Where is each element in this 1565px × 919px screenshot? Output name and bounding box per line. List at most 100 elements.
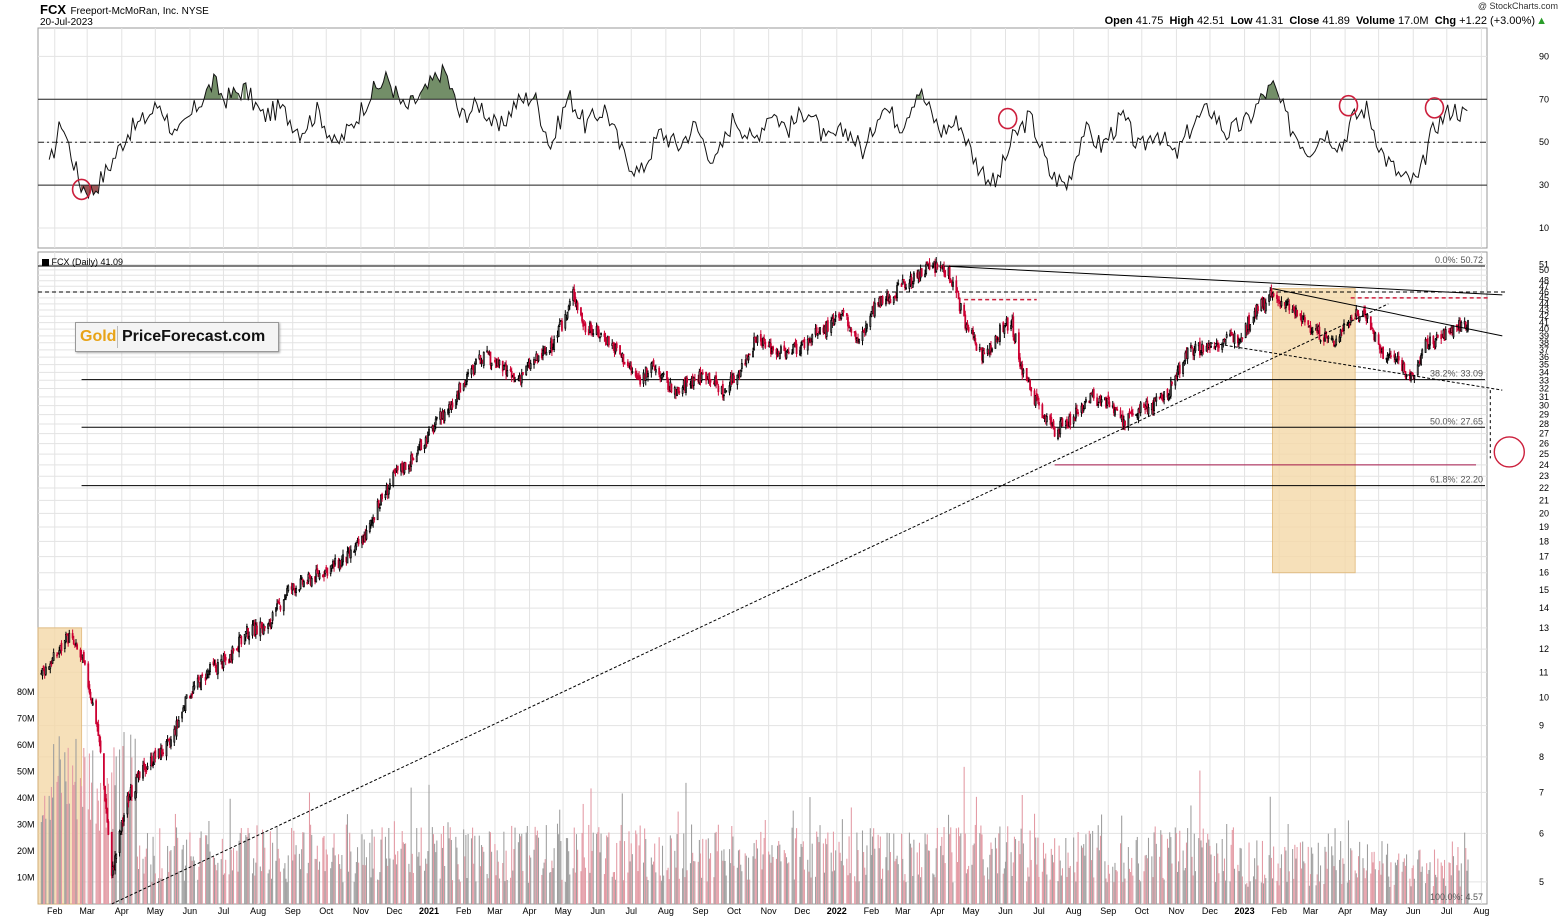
volume-bar [1163,879,1165,904]
volume-bar [1287,824,1289,904]
volume-bar [443,825,445,904]
candle-body [1135,414,1138,416]
candle-body [462,383,465,391]
candle-body [1248,315,1250,330]
candle-body [506,369,509,377]
candle-body [786,350,789,353]
volume-bar [621,793,623,904]
volume-bar [354,873,356,904]
volume-bar [1239,847,1241,904]
candle-body [763,338,766,341]
volume-bar [1202,828,1204,904]
candle-body [599,336,601,339]
volume-bar [741,871,743,904]
volume-tick-label: 10M [17,873,35,883]
volume-bar [45,818,47,904]
volume-bar [1101,814,1103,904]
volume-bar [1233,868,1236,904]
volume-bar [1238,871,1240,904]
volume-bar [1229,881,1231,904]
volume-bar [1153,832,1155,904]
volume-bar [952,882,954,904]
candle-body [1362,310,1364,318]
candle-body [521,372,524,375]
volume-bar [1418,850,1420,904]
volume-bar [768,851,770,904]
volume-bar [228,874,230,904]
volume-bar [1059,860,1061,904]
volume-bar [521,833,523,904]
candle-body [972,330,974,336]
volume-bar [1296,847,1298,904]
volume-bar [622,880,624,904]
volume-bar [619,840,621,904]
volume-bar [880,878,883,904]
volume-bar [262,829,264,904]
candle-body [1416,364,1419,376]
volume-bar [866,845,868,904]
volume-bar [479,866,481,904]
candle-body [787,351,790,354]
volume-bar [968,865,970,904]
volume-bar [1381,841,1383,904]
volume-bar [1379,861,1381,904]
volume-bar [637,871,639,904]
x-axis-month-label: Feb [864,906,880,916]
candle-body [1038,401,1040,406]
volume-bar [620,824,622,904]
volume-bar [569,874,571,904]
volume-bar [1433,849,1436,904]
candle-body [1004,322,1007,326]
candle-body [1386,354,1389,359]
volume-bar [1122,882,1124,904]
volume-bar [1411,868,1413,904]
candle-body [208,671,210,675]
rsi-overbought-fill [916,89,922,100]
candle-body [1214,346,1217,348]
candle-body [892,297,895,304]
candle-body [1387,354,1390,356]
candle-body [1131,413,1134,416]
candle-body [107,821,110,835]
candle-body [1186,347,1189,360]
price-tick-label: 22 [1539,483,1549,493]
volume-bar [1209,845,1211,904]
x-axis-month-label: 2023 [1235,906,1255,916]
volume-bar [373,836,375,904]
volume-bar [323,835,325,904]
volume-bar [800,843,802,904]
candle-body [72,639,75,645]
candle-body [1108,401,1111,408]
volume-bar [1276,880,1278,904]
volume-bar [1403,858,1405,904]
volume-tick-label: 60M [17,740,35,750]
candle-body [952,281,954,287]
candle-body [256,625,258,635]
volume-bar [396,864,398,904]
candle-body [1202,345,1205,353]
volume-bar [1456,865,1458,904]
candle-body [200,674,203,690]
volume-bar [294,854,296,904]
candle-body [869,315,872,327]
volume-bar [1332,855,1334,904]
volume-bar [736,867,738,904]
volume-bar [256,825,258,904]
volume-bar [927,850,929,904]
candle-body [520,373,523,384]
candle-body [721,384,724,398]
candle-body [41,668,44,676]
candle-body [349,549,352,559]
volume-bar [1093,877,1095,904]
volume-bar [551,860,553,904]
volume-bar [1194,871,1196,904]
candle-body [964,314,967,329]
volume-bar [611,876,613,904]
volume-bar [59,759,61,904]
candle-body [408,465,410,470]
volume-bar [254,875,256,904]
volume-bar [1393,884,1395,904]
candle-body [1287,301,1290,306]
volume-bar [97,800,99,904]
candle-body [1335,338,1338,345]
